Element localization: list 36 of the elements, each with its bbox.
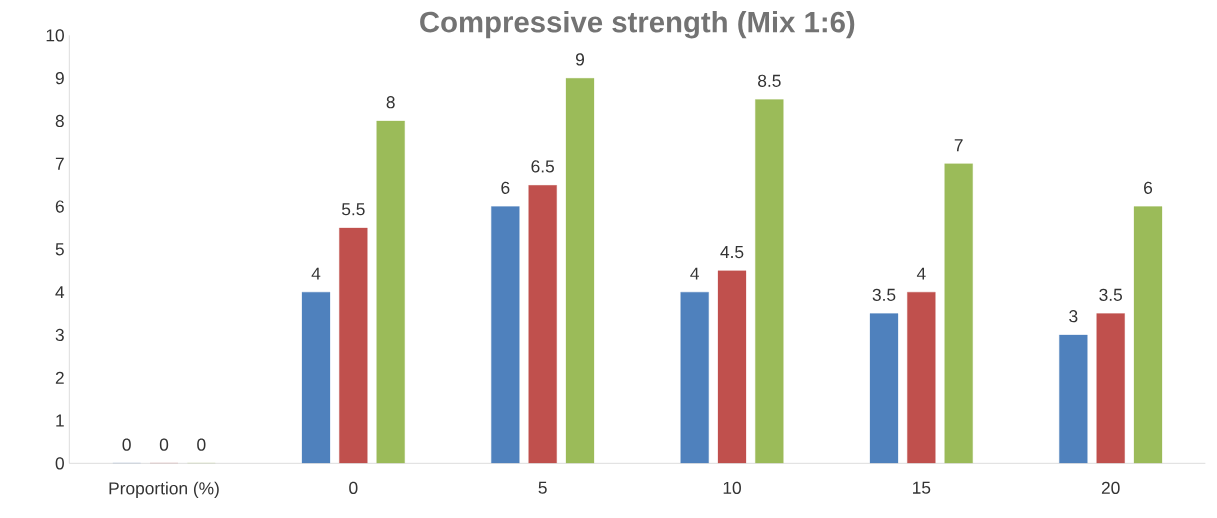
y-tick-label: 2 (55, 371, 64, 384)
data-label: 0 (159, 438, 169, 451)
data-label: 3.5 (872, 288, 896, 301)
y-tick-label: 9 (55, 71, 64, 85)
data-label: 5.5 (341, 203, 365, 216)
y-tick-label: 0 (55, 457, 64, 470)
y-tick-label: 6 (55, 200, 64, 213)
data-label: 4 (690, 267, 699, 280)
data-label: 0 (197, 438, 206, 451)
data-label: 0 (122, 438, 131, 451)
x-tick-label: 0 (349, 481, 358, 495)
y-tick-label: 4 (55, 286, 65, 299)
data-label: 6.5 (531, 160, 554, 173)
data-label: 8 (386, 96, 395, 109)
y-tick-label: 1 (56, 414, 64, 427)
data-label: 6 (1144, 181, 1153, 194)
data-label: 9 (576, 53, 585, 66)
data-label: 8.5 (758, 74, 781, 87)
x-tick-label: Proportion (%) (109, 481, 219, 498)
x-tick-label: 10 (723, 481, 741, 495)
y-tick-label: 10 (46, 29, 64, 42)
x-tick-label: 15 (913, 481, 931, 494)
y-tick-label: 7 (55, 157, 64, 170)
data-label: 4.5 (720, 246, 744, 259)
data-label: 6 (501, 181, 510, 194)
y-tick-label: 5 (55, 243, 64, 256)
data-label: 7 (954, 139, 963, 152)
x-tick-label: 5 (538, 481, 547, 494)
x-tick-label: 20 (1101, 481, 1120, 495)
y-tick-label: 3 (55, 328, 64, 342)
chart-title: Compressive strength (Mix 1:6) (420, 10, 855, 39)
y-tick-label: 8 (55, 114, 64, 128)
data-label: 4 (311, 267, 321, 280)
data-label: 4 (916, 267, 926, 280)
data-label: 3 (1069, 310, 1078, 323)
data-label: 3.5 (1099, 288, 1122, 301)
